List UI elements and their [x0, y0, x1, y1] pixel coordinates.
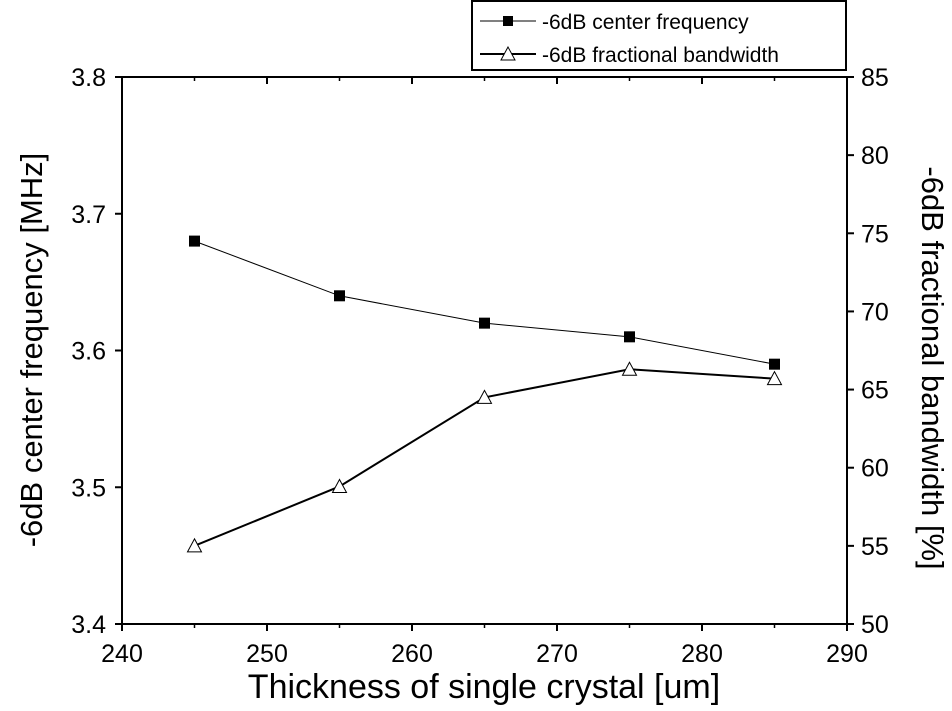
- y-left-tick-label: 3.4: [71, 611, 106, 639]
- data-point-center-frequency: [769, 358, 780, 370]
- data-point-fractional-bandwidth: [476, 389, 493, 404]
- y-right-tick-label: 60: [861, 455, 889, 483]
- x-tick-label: 250: [246, 640, 288, 668]
- data-point-fractional-bandwidth: [186, 537, 203, 553]
- y-left-tick-label: 3.5: [71, 474, 106, 502]
- data-point-center-frequency: [479, 317, 490, 329]
- y-right-tick-label: 70: [861, 298, 889, 326]
- axes: 240 250 260 270 280 290 3.4 3.5 3.6 3.7 3.8 50 55 60 6…: [71, 64, 889, 668]
- legend-box: [471, 0, 847, 71]
- y-left-tick-label: 3.6: [71, 338, 106, 366]
- y-left-tick-label: 3.7: [71, 201, 106, 229]
- y-axis-left-label: -6dB center frequency [MHz]: [14, 153, 49, 548]
- series-layer: [186, 235, 783, 553]
- data-point-center-frequency: [334, 290, 345, 302]
- x-tick-label: 260: [391, 640, 433, 668]
- x-axis-label: Thickness of single crystal [um]: [248, 668, 720, 706]
- y-axis-right-label: -6dB fractional bandwidth [%]: [915, 166, 950, 569]
- legend-label-frequency: -6dB center frequency: [542, 11, 749, 34]
- x-tick-label: 280: [681, 640, 723, 668]
- data-point-fractional-bandwidth: [766, 370, 783, 386]
- legend: -6dB center frequency -6dB fractional ba…: [471, 0, 847, 71]
- y-right-tick-label: 75: [861, 220, 889, 248]
- data-point-fractional-bandwidth: [621, 361, 638, 376]
- x-tick-label: 270: [536, 640, 578, 668]
- y-right-tick-label: 65: [861, 377, 889, 405]
- series-line-center-frequency: [194, 240, 775, 365]
- y-right-tick-label: 55: [861, 533, 889, 561]
- y-right-tick-label: 50: [861, 611, 889, 639]
- data-point-center-frequency: [624, 331, 635, 343]
- legend-marker-square-icon: [503, 16, 513, 26]
- legend-label-bandwidth: -6dB fractional bandwidth: [542, 44, 779, 67]
- legend-marker-triangle-icon: [500, 45, 516, 61]
- data-point-fractional-bandwidth: [331, 478, 348, 493]
- x-tick-label: 290: [826, 640, 868, 668]
- y-left-tick-label: 3.8: [71, 64, 106, 92]
- x-tick-label: 240: [101, 640, 143, 668]
- y-right-tick-label: 80: [861, 142, 889, 170]
- data-point-center-frequency: [189, 235, 200, 247]
- y-right-tick-label: 85: [861, 64, 889, 92]
